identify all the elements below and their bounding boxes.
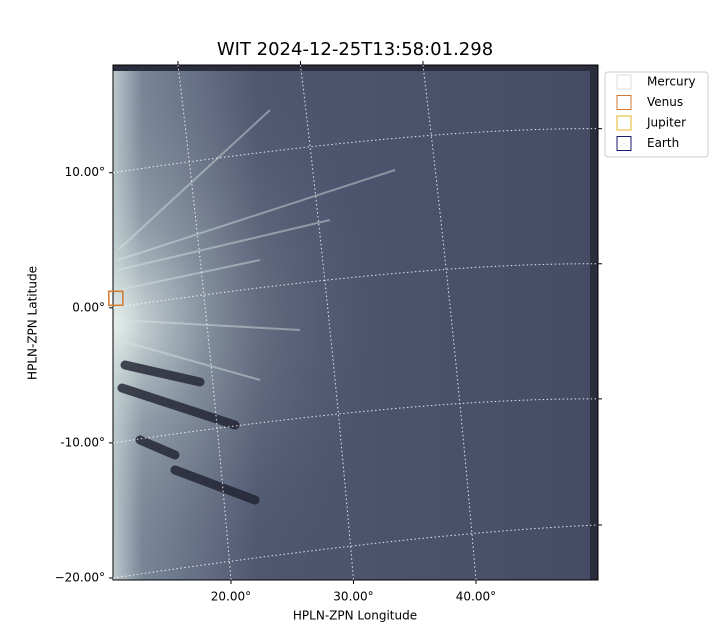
legend-label: Jupiter <box>646 116 686 130</box>
legend-swatch <box>616 136 632 151</box>
legend-swatch <box>616 95 632 110</box>
legend: Mercury Venus Jupiter Earth <box>604 71 709 158</box>
legend-swatch <box>616 74 632 90</box>
legend-label: Earth <box>647 136 679 150</box>
chart-title: WIT 2024-12-25T13:58:01.298 <box>217 39 493 60</box>
y-tick-label: 10.00° <box>65 165 105 179</box>
x-tick-label: 40.00° <box>456 590 496 604</box>
y-tick-label: 0.00° <box>72 300 105 314</box>
x-tick-label: 20.00° <box>211 590 251 604</box>
y-tick-label: −20.00° <box>55 570 105 584</box>
plot-frame <box>112 64 599 581</box>
image <box>113 65 598 580</box>
legend-swatch <box>616 115 632 131</box>
y-tick-label: -10.00° <box>60 435 105 449</box>
y-axis-label: HPLN-ZPN Latitude <box>26 266 40 380</box>
x-axis-label: HPLN-ZPN Longitude <box>293 609 417 623</box>
planet-marker <box>108 290 124 307</box>
x-tick-label: 30.00° <box>333 590 373 604</box>
legend-label: Mercury <box>647 75 696 89</box>
legend-label: Venus <box>647 95 683 109</box>
legend-frame <box>604 71 709 158</box>
